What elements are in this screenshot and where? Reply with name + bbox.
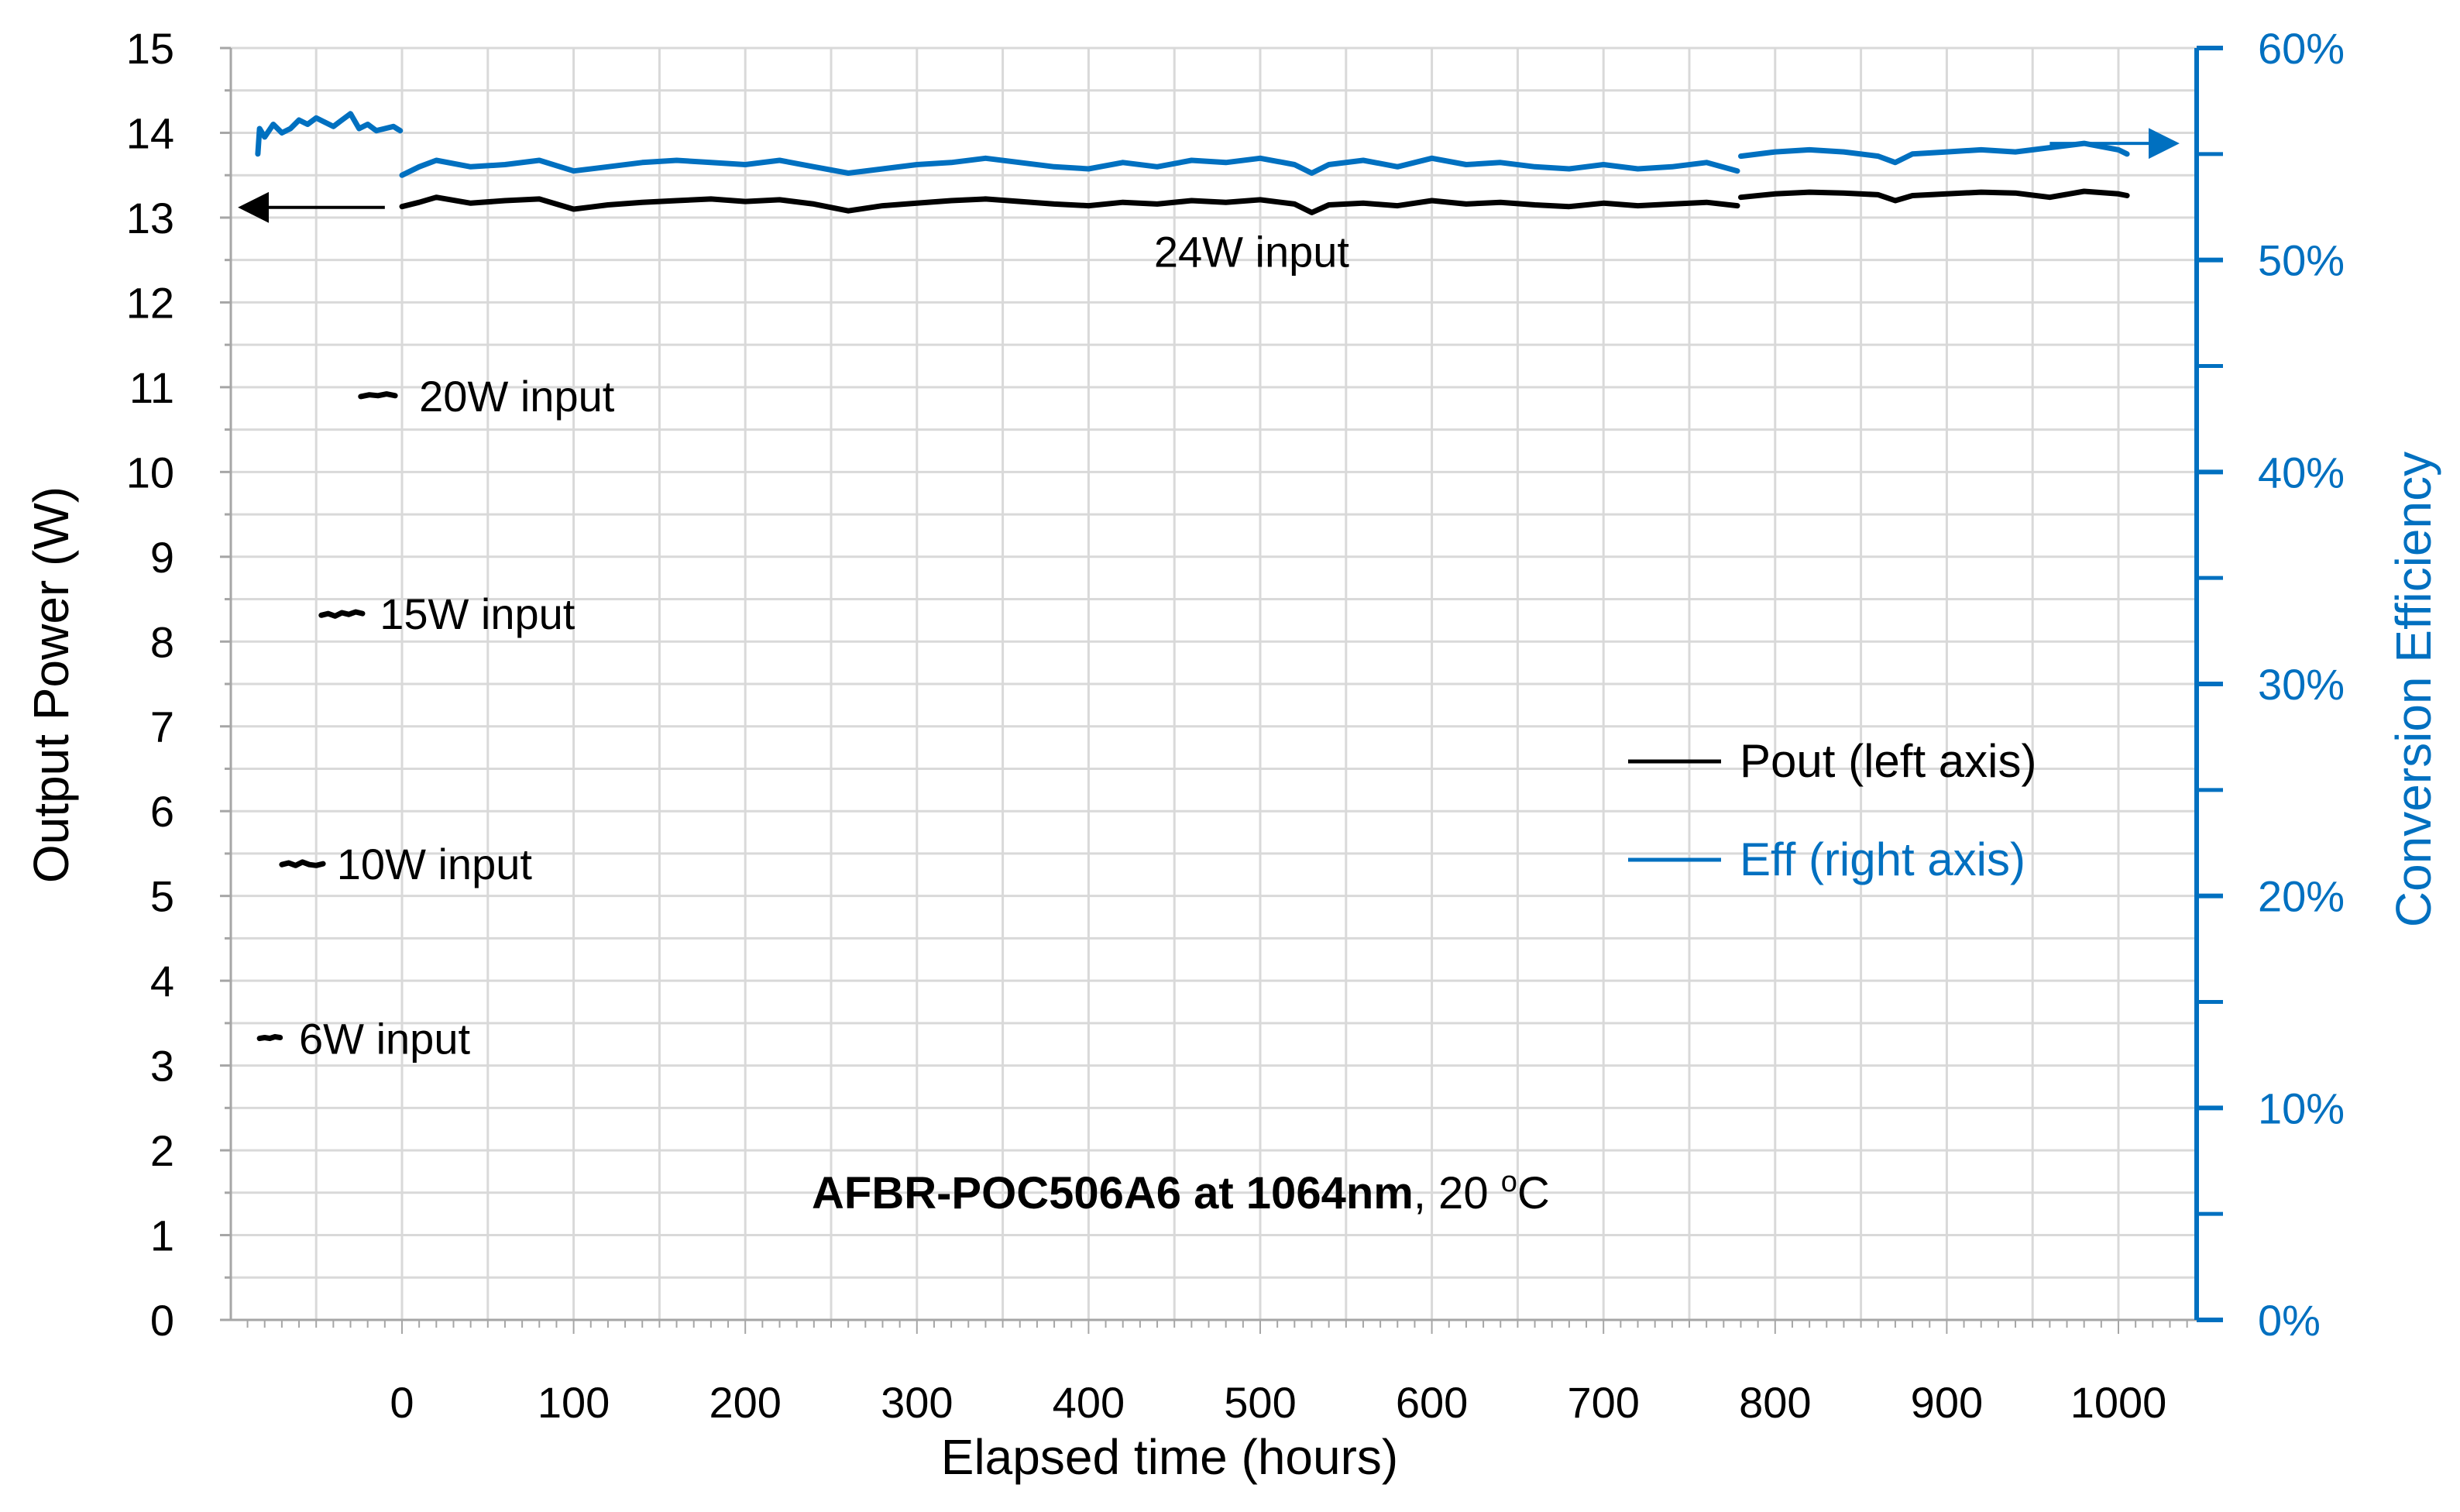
x-tick-label: 200 xyxy=(709,1378,781,1427)
input-annotation: 20W input xyxy=(419,372,615,421)
caption-degree: o xyxy=(1501,1166,1517,1198)
x-tick-label: 700 xyxy=(1567,1378,1639,1427)
right-tick-label: 30% xyxy=(2258,660,2345,709)
left-tick-label: 12 xyxy=(126,278,174,327)
left-tick-label: 4 xyxy=(150,957,174,1005)
pout-series-segment xyxy=(256,1033,283,1042)
tick-labels: 01234567891011121314150%10%20%30%40%50%6… xyxy=(126,24,2345,1427)
right-tick-label: 60% xyxy=(2258,24,2345,73)
pout-series-segment xyxy=(279,859,326,868)
right-tick-label: 40% xyxy=(2258,448,2345,497)
eff-series-segment xyxy=(399,155,1740,178)
left-tick-label: 3 xyxy=(150,1042,174,1091)
eff-series-segment xyxy=(1738,140,2130,166)
left-tick-label: 0 xyxy=(150,1296,174,1345)
grid xyxy=(231,46,2197,1321)
x-tick-label: 300 xyxy=(881,1378,953,1427)
input-annotation: 15W input xyxy=(380,589,575,638)
right-tick-label: 10% xyxy=(2258,1084,2345,1132)
series xyxy=(255,111,2130,1042)
caption-device: AFBR-POC506A6 at 1064nm xyxy=(812,1168,1414,1218)
legend-label-eff: Eff (right axis) xyxy=(1740,833,2025,885)
left-tick-label: 11 xyxy=(129,363,174,412)
x-tick-label: 800 xyxy=(1739,1378,1811,1427)
axes xyxy=(220,46,2223,1334)
left-tick-label: 6 xyxy=(150,787,174,836)
input-annotation: 6W input xyxy=(299,1015,470,1064)
right-axis-title: Conversion Efficiency xyxy=(2386,452,2441,927)
input-annotation: 24W input xyxy=(1154,228,1350,277)
x-tick-label: 500 xyxy=(1224,1378,1296,1427)
left-tick-label: 9 xyxy=(150,533,174,582)
left-tick-label: 15 xyxy=(126,24,174,73)
caption-temp: , 20 xyxy=(1414,1168,1501,1218)
x-tick-label: 600 xyxy=(1396,1378,1468,1427)
pout-series-segment xyxy=(1738,188,2130,204)
legend: Pout (left axis) Eff (right axis) xyxy=(1628,735,2036,885)
left-axis-title: Output Power (W) xyxy=(23,486,79,883)
caption-unit: C xyxy=(1517,1168,1550,1218)
left-tick-label: 10 xyxy=(126,448,174,497)
left-tick-label: 2 xyxy=(150,1126,174,1175)
pout-series-segment xyxy=(358,391,398,400)
pout-series-segment xyxy=(399,194,1740,215)
x-axis-title: Elapsed time (hours) xyxy=(941,1429,1398,1485)
right-tick-label: 50% xyxy=(2258,236,2345,285)
left-tick-label: 7 xyxy=(150,703,174,751)
eff-series-segment xyxy=(255,111,404,157)
x-tick-label: 900 xyxy=(1911,1378,1983,1427)
right-tick-label: 20% xyxy=(2258,872,2345,921)
left-tick-label: 8 xyxy=(150,617,174,666)
left-tick-label: 1 xyxy=(150,1211,174,1260)
left-tick-label: 13 xyxy=(126,194,174,242)
left-tick-label: 5 xyxy=(150,872,174,921)
chart-caption: AFBR-POC506A6 at 1064nm, 20 oC xyxy=(812,1166,1550,1218)
input-annotation: 10W input xyxy=(337,840,533,888)
x-tick-label: 0 xyxy=(390,1378,414,1427)
x-tick-label: 1000 xyxy=(2070,1378,2167,1427)
x-tick-label: 100 xyxy=(538,1378,610,1427)
annotations: 6W input 10W input 15W input 20W input 24W i… xyxy=(238,128,2180,1064)
left-tick-label: 14 xyxy=(126,108,174,157)
right-tick-label: 0% xyxy=(2258,1296,2321,1345)
legend-label-pout: Pout (left axis) xyxy=(1740,735,2036,787)
x-tick-label: 400 xyxy=(1053,1378,1125,1427)
pout-series-segment xyxy=(318,609,366,619)
